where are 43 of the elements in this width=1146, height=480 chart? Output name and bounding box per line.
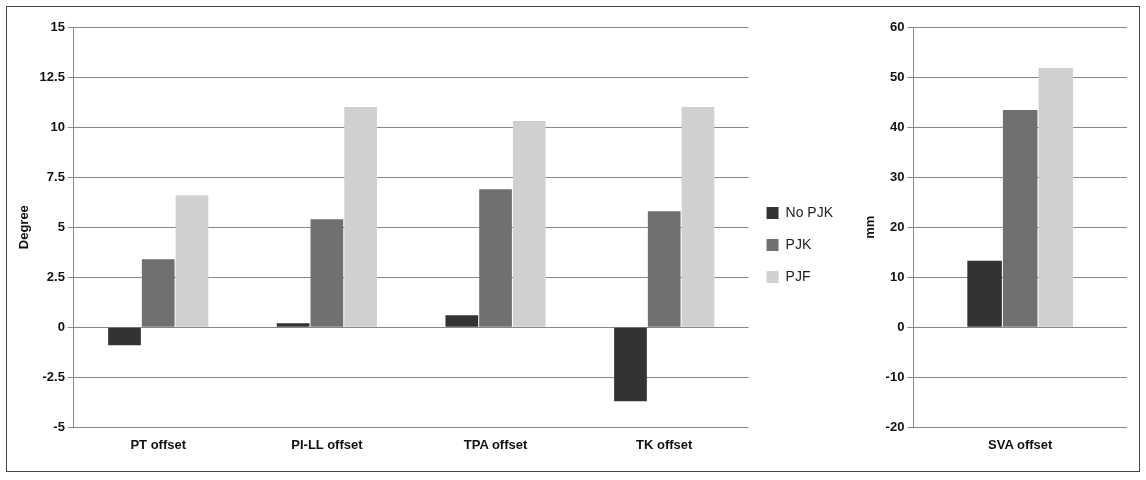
y-tick-label: 0 <box>57 318 65 334</box>
bar <box>647 211 681 327</box>
bar <box>141 259 175 327</box>
y-tick-label: 7.5 <box>46 168 65 184</box>
y-tick-label: 2.5 <box>46 268 65 284</box>
legend-label: No PJK <box>785 203 834 220</box>
bar <box>479 189 512 327</box>
bar <box>967 260 1002 327</box>
y-tick-label: -2.5 <box>42 368 65 384</box>
y-tick-label: 30 <box>889 168 905 184</box>
y-tick-label: -20 <box>885 418 905 434</box>
y-tick-label: 10 <box>889 268 905 284</box>
bar <box>344 107 377 327</box>
legend-label: PJK <box>785 235 812 252</box>
bar <box>681 107 715 327</box>
bar <box>175 195 209 327</box>
bar <box>108 327 141 346</box>
y-tick-label: 12.5 <box>39 68 65 84</box>
y-axis-title: Degree <box>16 205 32 250</box>
y-tick-label: 50 <box>889 68 905 84</box>
y-tick-label: 15 <box>50 18 65 34</box>
y-tick-label: -10 <box>885 368 905 384</box>
y-tick-label: 10 <box>50 118 65 134</box>
x-tick-label: PI-LL offset <box>291 436 364 452</box>
y-tick-label: 60 <box>889 18 905 34</box>
x-tick-label: SVA offset <box>988 436 1053 452</box>
x-tick-label: PT offset <box>130 436 187 452</box>
bar <box>512 121 546 327</box>
bar <box>1002 110 1038 327</box>
y-tick-label: -5 <box>53 418 65 434</box>
bar <box>445 315 479 327</box>
x-tick-label: TPA offset <box>463 436 528 452</box>
y-tick-label: 40 <box>889 118 905 134</box>
y-tick-label: 20 <box>889 218 905 234</box>
bar <box>310 219 344 327</box>
bar <box>614 327 647 402</box>
y-tick-label: 0 <box>897 318 905 334</box>
y-axis-title: mm <box>862 215 878 239</box>
legend-label: PJF <box>785 267 811 284</box>
y-tick-label: 5 <box>57 218 65 234</box>
x-tick-label: TK offset <box>636 436 694 452</box>
bar <box>276 323 310 327</box>
bar <box>1038 68 1074 327</box>
